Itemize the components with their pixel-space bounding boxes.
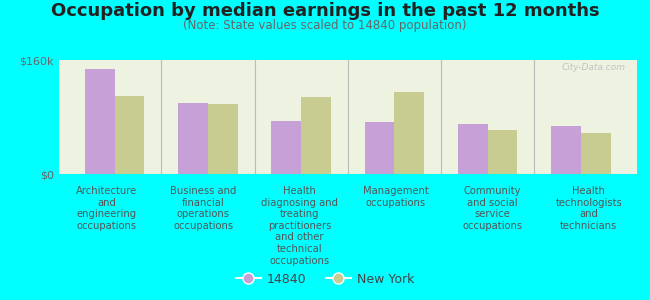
Bar xyxy=(271,121,301,174)
Text: Health
technologists
and
technicians: Health technologists and technicians xyxy=(555,186,622,231)
Bar xyxy=(581,133,611,174)
Text: Health
diagnosing and
treating
practitioners
and other
technical
occupations: Health diagnosing and treating practitio… xyxy=(261,186,338,266)
Bar xyxy=(365,122,395,174)
Text: Management
occupations: Management occupations xyxy=(363,186,429,208)
Legend: 14840, New York: 14840, New York xyxy=(231,268,419,291)
Bar xyxy=(208,104,238,174)
Text: Community
and social
service
occupations: Community and social service occupations xyxy=(462,186,523,231)
Text: Occupation by median earnings in the past 12 months: Occupation by median earnings in the pas… xyxy=(51,2,599,20)
Bar xyxy=(395,92,424,174)
Text: City-Data.com: City-Data.com xyxy=(562,63,625,72)
Text: Architecture
and
engineering
occupations: Architecture and engineering occupations xyxy=(76,186,137,231)
Bar xyxy=(178,103,208,174)
Bar xyxy=(84,69,114,174)
Bar xyxy=(488,130,517,174)
Text: (Note: State values scaled to 14840 population): (Note: State values scaled to 14840 popu… xyxy=(183,20,467,32)
Text: Business and
financial
operations
occupations: Business and financial operations occupa… xyxy=(170,186,237,231)
Bar xyxy=(301,97,331,174)
Bar xyxy=(458,124,488,174)
Bar xyxy=(114,96,144,174)
Bar xyxy=(551,125,581,174)
